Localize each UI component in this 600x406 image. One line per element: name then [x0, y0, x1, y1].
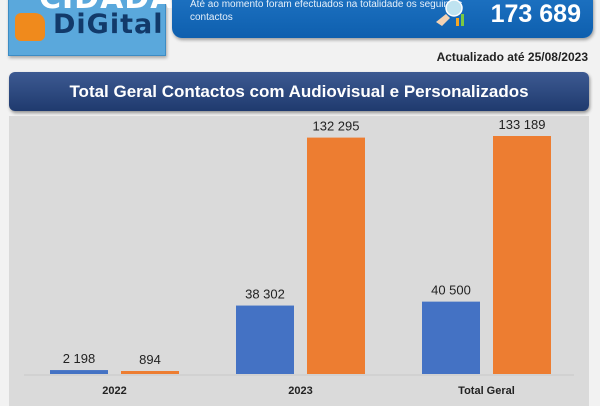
x-tick-label: 2022 — [102, 385, 126, 397]
banner-text: Até ao momento foram efectuados na total… — [190, 0, 463, 23]
bar-personalizados-total-geral — [493, 136, 551, 374]
data-label: 132 295 — [313, 119, 360, 134]
data-label: 2 198 — [63, 351, 96, 366]
x-tick-label: Total Geral — [458, 385, 515, 397]
data-label: 38 302 — [245, 287, 285, 302]
bar-chart: 2 198 894 2022 38 302 132 295 2023 40 500 133 1… — [24, 117, 574, 397]
logo-text-bottom: DiGital — [53, 9, 164, 40]
data-label: 40 500 — [431, 283, 471, 298]
bar-audiovisual-2022 — [50, 370, 108, 374]
bar-audiovisual-total-geral — [422, 301, 480, 374]
bar-personalizados-2022 — [121, 371, 179, 374]
data-label: 133 189 — [499, 117, 546, 132]
chart-area: 2 198 894 2022 38 302 132 295 2023 40 500 133 1… — [9, 116, 589, 406]
updated-date: Actualizado até 25/08/2023 — [436, 50, 588, 64]
bar-audiovisual-2023 — [236, 305, 294, 374]
x-tick-label: 2023 — [288, 385, 312, 397]
data-label: 894 — [139, 352, 161, 367]
thumbs-up-icon — [15, 13, 45, 41]
chart-title: Total Geral Contactos com Audiovisual e … — [9, 72, 589, 111]
logo-text-top: CIDADÃO — [39, 0, 201, 16]
banner-total: 173 689 — [490, 0, 581, 28]
bar-personalizados-2023 — [307, 137, 365, 374]
cidadao-digital-logo: CIDADÃO DiGital — [8, 0, 200, 56]
chart-magnifier-icon — [436, 0, 464, 26]
total-contacts-banner: Até ao momento foram efectuados na total… — [172, 0, 593, 38]
